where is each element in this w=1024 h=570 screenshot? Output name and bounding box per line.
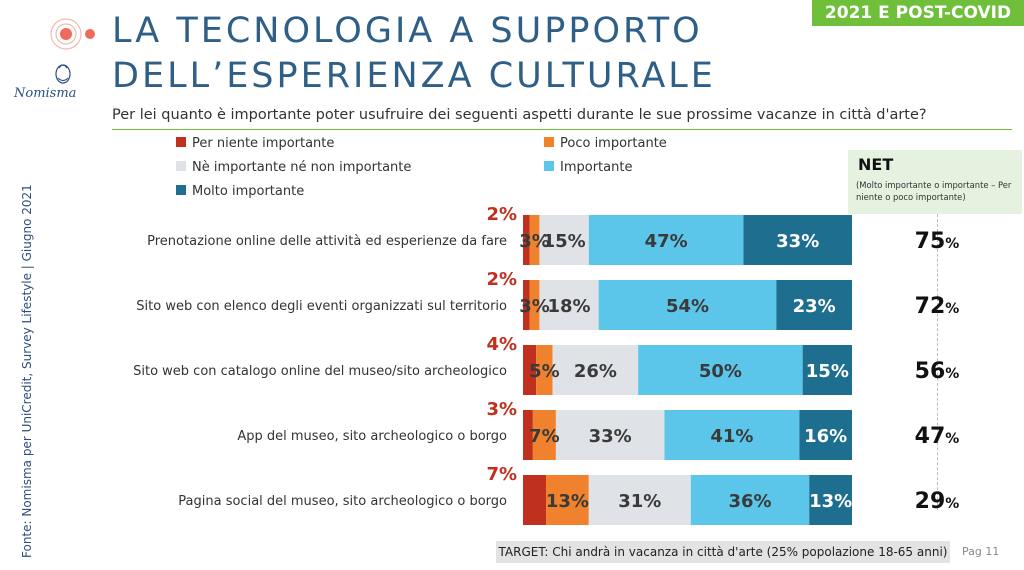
bar-segment [799,410,852,460]
bar-segment [546,475,589,525]
data-label: 23% [793,296,836,317]
period-badge: 2021 E POST-COVID [812,0,1024,26]
net-value: 47% [915,424,960,449]
legend-label: Nè importante né non importante [192,160,412,175]
legend-swatch [544,161,554,171]
bar-segment [523,280,530,330]
data-label: 15% [543,231,586,252]
net-value: 56% [915,359,960,384]
data-label: 33% [589,426,632,447]
legend-swatch [544,137,554,147]
page-title-line2: DELL’ESPERIENZA CULTURALE [112,56,716,96]
legend-label: Importante [560,160,633,175]
data-label: 31% [618,491,661,512]
category-label: Sito web con elenco degli eventi organiz… [136,299,507,314]
data-label: 3% [519,296,550,317]
bar-segment [529,280,540,330]
legend-label: Poco importante [560,136,667,151]
bar-segment [536,345,553,395]
data-label: 41% [710,426,753,447]
logo-circles [50,18,95,50]
category-label: App del museo, sito archeologico o borgo [237,429,507,444]
bar-segment [588,215,744,265]
data-label-per-niente: 2% [486,269,517,290]
legend-item-per-niente: Per niente importante [176,136,334,152]
data-label: 7% [529,426,560,447]
bar-segment [598,280,777,330]
target-note: TARGET: Chi andrà in vacanza in città d'… [496,541,950,563]
bar-segment [523,215,530,265]
data-label: 18% [548,296,591,317]
data-label-per-niente: 7% [486,464,517,485]
data-label: 13% [809,491,852,512]
emblem-icon [55,64,71,84]
data-label-per-niente: 4% [486,334,517,355]
legend-item-importante: Importante [544,160,632,176]
bar-segment [532,410,556,460]
bar-segment [539,215,589,265]
legend-label: Molto importante [192,184,305,199]
bar-segment [529,215,540,265]
bar-segment [555,410,665,460]
data-label: 13% [546,491,589,512]
net-value: 72% [915,294,960,319]
net-value: 75% [915,229,960,254]
data-label: 36% [728,491,771,512]
data-label: 16% [804,426,847,447]
bar-segment [743,215,852,265]
legend-swatch [176,185,186,195]
data-label: 54% [666,296,709,317]
source-note: Fonte: Nomisma per UniCredit, Survey Lif… [20,184,34,558]
data-label: 47% [645,231,688,252]
bar-segment [690,475,810,525]
data-label: 5% [529,361,560,382]
question-text: Per lei quanto è importante poter usufru… [112,107,927,123]
data-label: 33% [776,231,819,252]
bar-segment [802,345,852,395]
net-divider [937,214,938,510]
legend-swatch [176,161,186,171]
bar-segment [776,280,852,330]
data-label-per-niente: 3% [486,399,517,420]
data-label: 3% [519,231,550,252]
bar-segment [523,345,537,395]
category-label: Pagina social del museo, sito archeologi… [178,494,507,509]
page-number: Pag 11 [962,545,1000,558]
legend-swatch [176,137,186,147]
net-title: NET [858,155,894,174]
bar-segment [539,280,599,330]
bar-segment [664,410,800,460]
data-label: 26% [574,361,617,382]
category-label: Sito web con catalogo online del museo/s… [133,364,507,379]
data-label: 15% [806,361,849,382]
legend-item-ne-ne: Nè importante né non importante [176,160,411,176]
question-underline [112,129,1012,130]
legend-item-poco: Poco importante [544,136,667,152]
legend-label: Per niente importante [192,136,335,151]
net-value: 29% [915,489,960,514]
data-label-per-niente: 2% [486,204,517,225]
data-label: 50% [699,361,742,382]
bar-segment [588,475,691,525]
bar-segment [638,345,803,395]
bar-segment [809,475,852,525]
category-label: Prenotazione online delle attività ed es… [147,234,507,249]
bar-segment [523,410,533,460]
net-box [848,150,1022,214]
bar-segment [523,475,547,525]
page-title-line1: LA TECNOLOGIA A SUPPORTO [112,11,703,51]
net-description: (Molto importante o importante – Per nie… [856,180,1012,202]
brand-name: Nomisma [14,86,77,101]
bar-segment [552,345,639,395]
legend-item-molto: Molto importante [176,184,304,200]
